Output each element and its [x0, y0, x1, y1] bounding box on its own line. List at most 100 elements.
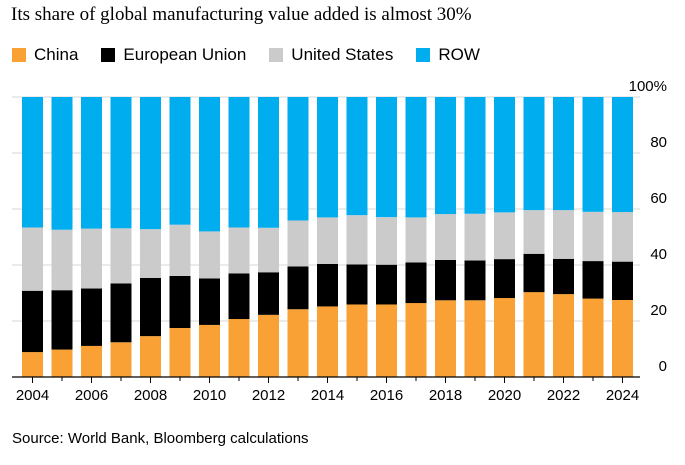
- x-tick-label: 2010: [193, 387, 226, 404]
- bars: [22, 97, 633, 377]
- bar-segment: [287, 266, 309, 310]
- bar-segment: [81, 228, 102, 289]
- legend: China European Union United States ROW: [12, 45, 503, 65]
- bar-segment: [405, 217, 427, 263]
- legend-swatch: [416, 48, 431, 62]
- legend-label: China: [34, 45, 79, 64]
- x-tick-label: 2016: [370, 387, 403, 404]
- bar-segment: [553, 210, 574, 259]
- y-tick-label: 0: [659, 358, 667, 375]
- bar-segment: [169, 328, 191, 377]
- bar-segment: [405, 97, 427, 218]
- source-note: Source: World Bank, Bloomberg calculatio…: [12, 430, 309, 447]
- bar-segment: [228, 319, 250, 377]
- bar-segment: [228, 273, 250, 320]
- legend-item: ROW: [416, 45, 480, 65]
- bar-segment: [553, 294, 574, 377]
- x-tick-label: 2004: [16, 387, 49, 404]
- bar-segment: [51, 290, 73, 350]
- bar-segment: [169, 97, 191, 225]
- bar-segment: [169, 224, 191, 276]
- bar-segment: [435, 300, 456, 377]
- bar-segment: [140, 336, 161, 377]
- bar-segment: [376, 264, 397, 305]
- bar-segment: [464, 260, 486, 301]
- bar-segment: [317, 97, 338, 218]
- bar-segment: [140, 97, 161, 230]
- bar-segment: [582, 97, 604, 212]
- bar-segment: [287, 220, 309, 267]
- bar-segment: [228, 97, 250, 228]
- bar-segment: [110, 97, 132, 229]
- x-tick-label: 2006: [75, 387, 108, 404]
- bar-segment: [464, 300, 486, 377]
- bar-segment: [110, 283, 132, 343]
- bar-segment: [376, 217, 397, 265]
- x-tick-label: 2022: [547, 387, 580, 404]
- bar-segment: [81, 288, 102, 346]
- bar-segment: [582, 298, 604, 377]
- bar-segment: [317, 263, 338, 307]
- bar-segment: [494, 259, 515, 299]
- bar-segment: [51, 229, 73, 291]
- bar-segment: [258, 272, 279, 315]
- x-tick-label: 2018: [429, 387, 462, 404]
- bar-segment: [199, 324, 220, 377]
- bar-segment: [199, 278, 220, 325]
- bar-segment: [287, 97, 309, 221]
- chart-title: Its share of global manufacturing value …: [11, 4, 472, 25]
- bar-segment: [612, 261, 633, 300]
- bar-segment: [169, 275, 191, 328]
- bar-segment: [258, 314, 279, 377]
- bar-segment: [582, 261, 604, 299]
- bar-segment: [110, 228, 132, 284]
- bar-segment: [405, 262, 427, 304]
- bar-segment: [612, 300, 633, 377]
- bar-segment: [435, 259, 456, 301]
- x-tick-label: 2020: [488, 387, 521, 404]
- bar-segment: [51, 97, 73, 230]
- bar-segment: [199, 231, 220, 279]
- bar-segment: [22, 290, 43, 353]
- bar-segment: [51, 349, 73, 377]
- bar-segment: [612, 212, 633, 262]
- bar-segment: [22, 97, 43, 228]
- bar-segment: [464, 213, 486, 261]
- bar-segment: [494, 298, 515, 377]
- y-tick-label: 20: [650, 302, 667, 319]
- y-tick-label: 100%: [629, 78, 667, 95]
- bar-segment: [553, 97, 574, 211]
- x-tick-label: 2008: [134, 387, 167, 404]
- bar-segment: [140, 229, 161, 278]
- bar-segment: [582, 211, 604, 262]
- bar-segment: [346, 215, 368, 265]
- bar-segment: [612, 97, 633, 213]
- legend-swatch: [269, 48, 284, 62]
- bar-segment: [523, 97, 545, 211]
- legend-label: European Union: [123, 45, 247, 64]
- bar-segment: [376, 97, 397, 218]
- y-tick-label: 80: [650, 134, 667, 151]
- bar-segment: [405, 303, 427, 377]
- y-tick-label: 40: [650, 246, 667, 263]
- axes: 0 20 40 60 80 100% 2004 2006 2008 2010 2012 2014 201…: [12, 78, 667, 404]
- bar-segment: [346, 97, 368, 216]
- legend-swatch: [101, 48, 116, 62]
- bar-segment: [228, 227, 250, 274]
- legend-label: ROW: [438, 45, 480, 64]
- y-tick-label: 60: [650, 190, 667, 207]
- bar-segment: [258, 97, 279, 228]
- x-tick-label: 2012: [252, 387, 285, 404]
- bar-segment: [553, 258, 574, 295]
- bar-segment: [199, 97, 220, 232]
- x-tick-label: 2024: [606, 387, 639, 404]
- bar-segment: [22, 227, 43, 291]
- bar-segment: [494, 97, 515, 213]
- bar-segment: [346, 304, 368, 377]
- bar-segment: [523, 210, 545, 254]
- bar-segment: [523, 253, 545, 293]
- bar-segment: [287, 309, 309, 377]
- x-tick-label: 2014: [311, 387, 344, 404]
- bar-segment: [435, 214, 456, 260]
- bar-segment: [494, 212, 515, 260]
